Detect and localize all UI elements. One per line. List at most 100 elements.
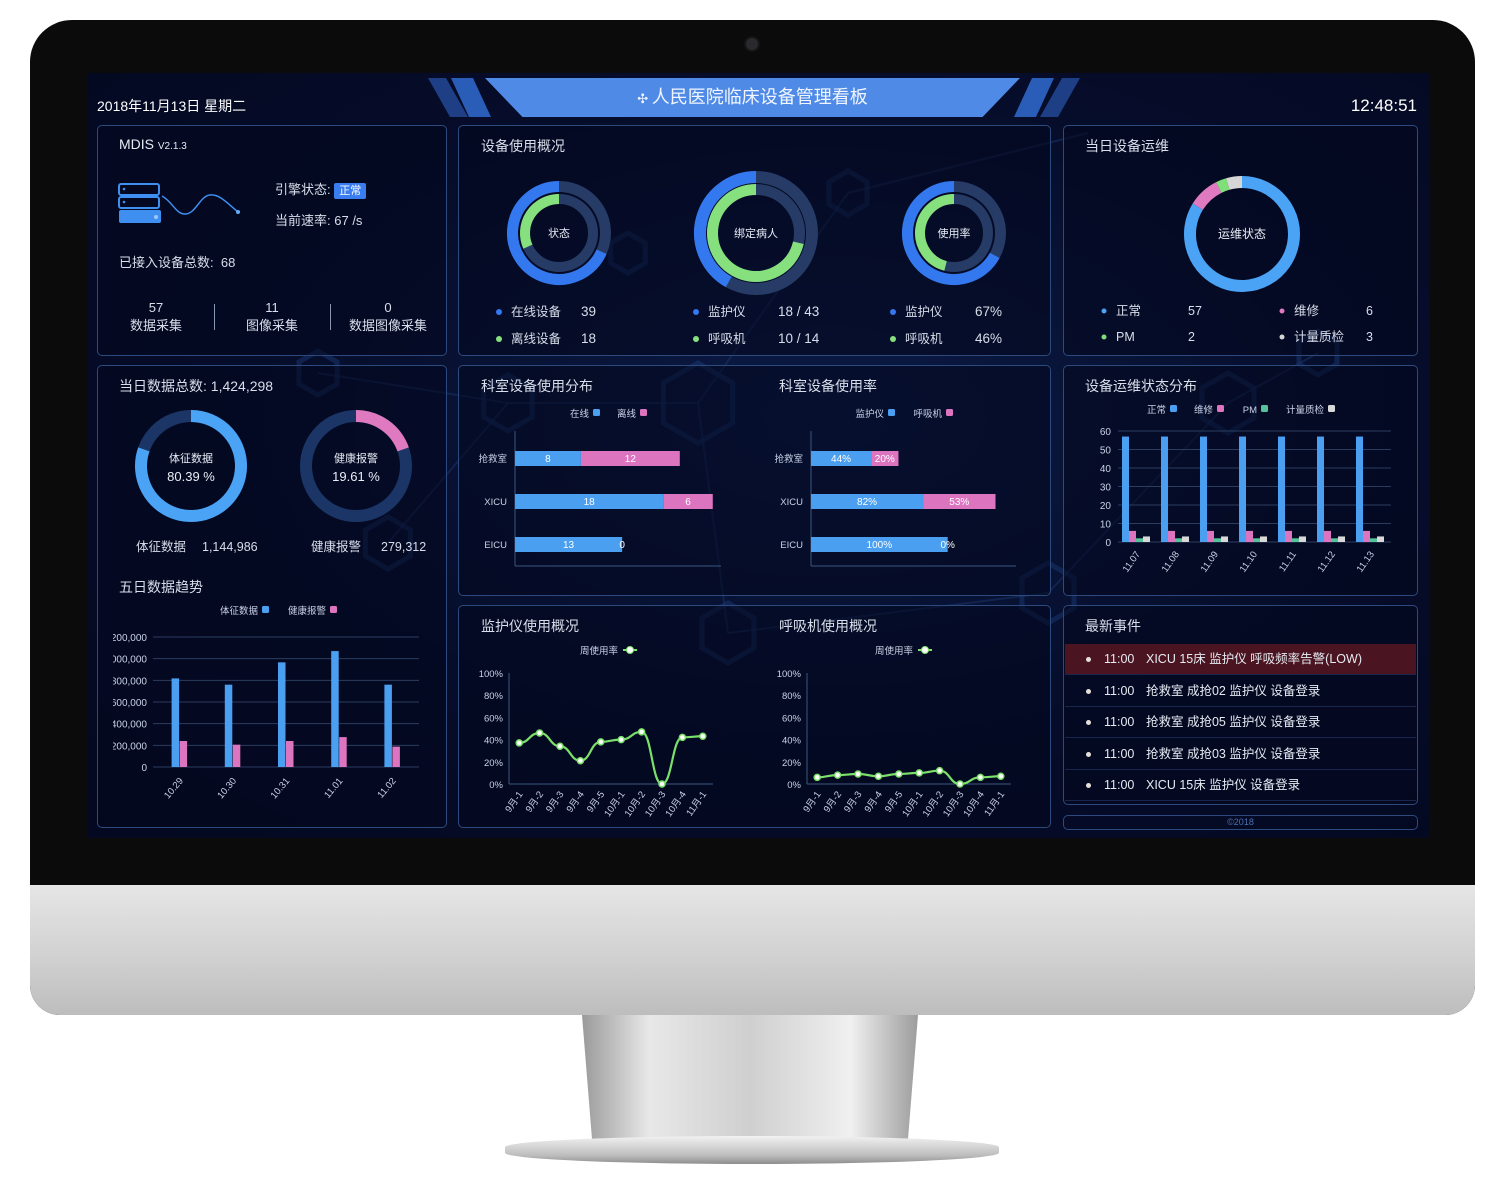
bar-在线-抢救室 xyxy=(515,451,581,466)
category-label: EICU xyxy=(780,540,803,551)
x-tick-label: 9月-4 xyxy=(565,789,587,814)
bar-PM-11.08 xyxy=(1175,538,1182,542)
legend-label: 呼吸机 xyxy=(913,408,942,420)
summary-label: 健康报警 xyxy=(311,539,361,554)
event-row[interactable]: 11:00 XICU 15床 监护仪 呼吸频率告警(LOW) xyxy=(1065,644,1416,675)
data-point-9月-5 xyxy=(597,738,605,746)
category-label: 抢救室 xyxy=(774,453,803,465)
donut-percent: 19.61 % xyxy=(332,469,380,484)
five-day-chart: 体征数据 健康报警 0 200,000 400,000 600,000 800,000 1,0… xyxy=(113,605,419,801)
y-tick-label: 60% xyxy=(782,713,802,724)
event-text: XICU 15床 监护仪 设备登录 xyxy=(1146,778,1301,792)
chart-title: 五日数据趋势 xyxy=(119,579,203,595)
legend-swatch-健康报警 xyxy=(330,606,337,613)
chart-title: 呼吸机使用概况 xyxy=(779,618,877,634)
bar-维修-11.07 xyxy=(1129,530,1136,542)
stat-data-collect: 57 数据采集 xyxy=(129,300,182,333)
bar-value-label: 0% xyxy=(940,540,955,551)
bar-计量质检-11.09 xyxy=(1221,536,1228,542)
legend-value: 3 xyxy=(1366,330,1373,344)
x-tick-label: 9月-2 xyxy=(524,789,546,814)
x-tick-label: 11.02 xyxy=(375,776,398,801)
legend-swatch-正常 xyxy=(1170,405,1177,412)
bar-健康报警-10.31 xyxy=(286,741,294,767)
legend-label: 周使用率 xyxy=(875,645,914,657)
legend-dot xyxy=(496,336,502,342)
event-row[interactable]: 11:00 抢救室 成抢05 监护仪 设备登录 xyxy=(1065,707,1416,738)
x-tick-label: 11.08 xyxy=(1160,549,1182,574)
bullet-icon xyxy=(1086,720,1091,725)
events-panel: 最新事件 11:00 XICU 15床 监护仪 呼吸频率告警(LOW) 11:00 抢… xyxy=(1063,605,1418,805)
x-tick-label: 9月-1 xyxy=(801,789,823,814)
bar-离线-抢救室 xyxy=(580,451,680,466)
summary-value: 279,312 xyxy=(381,540,426,554)
donut-arc-健康报警 xyxy=(355,410,409,452)
bar-正常-11.10 xyxy=(1239,436,1246,542)
x-tick-label: 11月-1 xyxy=(684,789,709,818)
legend-dot xyxy=(693,336,699,342)
donut-arc-监护仪 xyxy=(902,181,1000,285)
event-row[interactable]: 11:00 抢救室 成抢02 监护仪 设备登录 xyxy=(1065,676,1416,707)
bar-PM-11.12 xyxy=(1331,538,1338,542)
y-tick-label: 60 xyxy=(1100,427,1112,438)
y-tick-label: 40% xyxy=(484,736,504,747)
bar-体征数据-11.01 xyxy=(331,651,339,767)
bar-体征数据-10.30 xyxy=(224,684,233,767)
department-panel: 科室设备使用分布 科室设备使用率 在线 离线 抢救室 8 12 XICU 18 6 EICU 13… xyxy=(458,365,1051,596)
data-point-10月-4 xyxy=(976,773,985,782)
bar-正常-11.09 xyxy=(1200,436,1207,542)
bar-在线-XICU xyxy=(515,494,664,509)
bar-计量质检-11.13 xyxy=(1377,536,1384,542)
donut-segment-PM xyxy=(1216,178,1230,193)
donut-center-label: 体征数据 xyxy=(169,451,213,465)
stat-data-image-collect: 0 数据图像采集 xyxy=(348,300,427,333)
legend-label: 正常 xyxy=(1147,404,1166,416)
page-title: 人民医院临床设备管理看板 xyxy=(651,87,868,107)
y-tick-label: 40 xyxy=(1100,464,1112,475)
bar-呼吸机-XICU xyxy=(923,494,996,509)
clock: 12:48:51 xyxy=(1350,96,1417,115)
legend-label: 周使用率 xyxy=(580,645,619,657)
legend-value: 2 xyxy=(1188,330,1195,344)
current-date: 2018年11月13日 星期二 xyxy=(97,98,247,114)
legend-value: 67% xyxy=(975,304,1002,319)
bar-维修-11.10 xyxy=(1246,530,1253,542)
y-tick-label: 60% xyxy=(484,713,504,724)
x-tick-label: 11.11 xyxy=(1277,549,1299,574)
legend-dot xyxy=(693,309,699,315)
engine-name: MDIS xyxy=(119,136,154,152)
event-row[interactable]: 11:00 抢救室 成抢03 监护仪 设备登录 xyxy=(1065,739,1416,770)
bar-计量质检-11.10 xyxy=(1260,536,1267,542)
bar-value-label: 13 xyxy=(563,540,575,551)
legend-dot xyxy=(1101,334,1107,340)
bar-维修-11.09 xyxy=(1207,530,1214,542)
daily-charts: 体征数据 80.39 % 体征数据 1,144,986 健康报警 19.61 % 健康报警 2… xyxy=(113,410,426,801)
x-tick-label: 11.10 xyxy=(1238,549,1260,574)
legend-label: 监护仪 xyxy=(905,305,943,319)
legend-dot xyxy=(1279,334,1285,340)
donut-arc-呼吸机 xyxy=(707,184,804,282)
usage-trend-panel: 监护仪使用概况 呼吸机使用概况 周使用率 0% 20% 40% 60% 80% 100% 9月… xyxy=(458,605,1051,828)
y-tick-label: 80% xyxy=(484,691,504,702)
y-tick-label: 0% xyxy=(787,780,801,791)
event-row[interactable]: 11:00 XICU 15床 监护仪 设备登录 xyxy=(1065,770,1416,801)
data-point-9月-5 xyxy=(895,770,903,778)
category-label: XICU xyxy=(484,497,507,508)
y-tick-label: 0% xyxy=(489,780,503,791)
data-point-9月-2 xyxy=(833,771,842,779)
event-text: XICU 15床 监护仪 呼吸频率告警(LOW) xyxy=(1146,652,1362,666)
donut-arc-离线设备 xyxy=(520,194,560,249)
legend-label: 呼吸机 xyxy=(708,332,746,346)
bullet-icon xyxy=(1086,657,1091,662)
bar-PM-11.07 xyxy=(1136,538,1143,542)
legend-value: 10 / 14 xyxy=(778,331,820,346)
x-tick-label: 10.30 xyxy=(215,776,239,801)
maintenance-panel: 当日设备运维 运维状态 正常 57 维修 6 PM 2 计量质检 3 xyxy=(1063,125,1418,356)
engine-panel: MDIS V2.1.3 引擎状态: 正常 当前速率: 67 /s 已接入设备总数… xyxy=(97,125,447,356)
legend-dot xyxy=(890,336,896,342)
engine-status-badge: 正常 xyxy=(334,183,367,199)
bar-value-label: 12 xyxy=(625,454,637,465)
data-point-9月-3 xyxy=(854,770,862,778)
summary-label: 体征数据 xyxy=(136,539,186,554)
y-tick-label: 20% xyxy=(782,758,802,769)
